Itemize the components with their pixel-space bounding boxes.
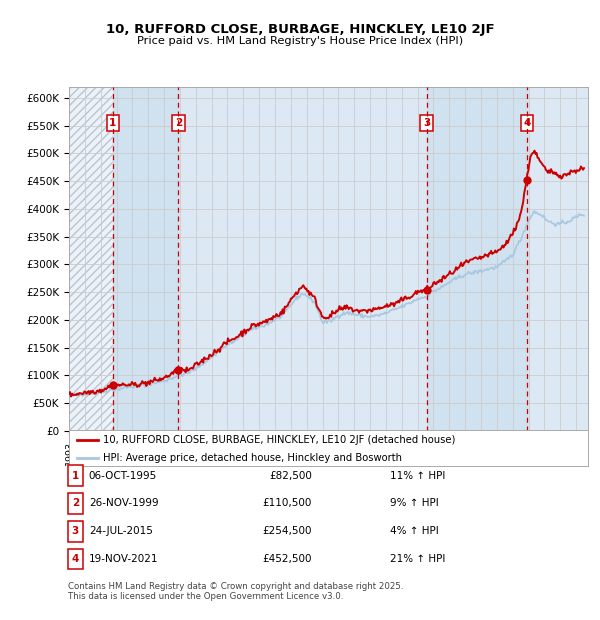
Text: 06-OCT-1995: 06-OCT-1995 [89,471,157,480]
Text: 19-NOV-2021: 19-NOV-2021 [89,554,158,564]
Text: 9% ↑ HPI: 9% ↑ HPI [390,498,439,508]
Text: 26-NOV-1999: 26-NOV-1999 [89,498,158,508]
Text: 1: 1 [109,118,116,128]
Text: HPI: Average price, detached house, Hinckley and Bosworth: HPI: Average price, detached house, Hinc… [103,453,402,463]
Text: £110,500: £110,500 [263,498,312,508]
Text: £452,500: £452,500 [263,554,312,564]
Text: 10, RUFFORD CLOSE, BURBAGE, HINCKLEY, LE10 2JF: 10, RUFFORD CLOSE, BURBAGE, HINCKLEY, LE… [106,23,494,36]
Text: 21% ↑ HPI: 21% ↑ HPI [390,554,445,564]
Text: Contains HM Land Registry data © Crown copyright and database right 2025.
This d: Contains HM Land Registry data © Crown c… [68,582,403,601]
Text: 4% ↑ HPI: 4% ↑ HPI [390,526,439,536]
Text: 10, RUFFORD CLOSE, BURBAGE, HINCKLEY, LE10 2JF (detached house): 10, RUFFORD CLOSE, BURBAGE, HINCKLEY, LE… [103,435,455,445]
Text: 4: 4 [71,554,79,564]
Text: 4: 4 [523,118,530,128]
Text: 3: 3 [71,526,79,536]
Text: £82,500: £82,500 [269,471,312,480]
Text: Price paid vs. HM Land Registry's House Price Index (HPI): Price paid vs. HM Land Registry's House … [137,36,463,46]
Text: 24-JUL-2015: 24-JUL-2015 [89,526,152,536]
Text: 2: 2 [71,498,79,508]
Text: £254,500: £254,500 [263,526,312,536]
Text: 11% ↑ HPI: 11% ↑ HPI [390,471,445,480]
Bar [113,87,178,431]
Text: 2: 2 [175,118,182,128]
Bar [427,87,527,431]
Text: 3: 3 [423,118,430,128]
Text: 1: 1 [71,471,79,480]
